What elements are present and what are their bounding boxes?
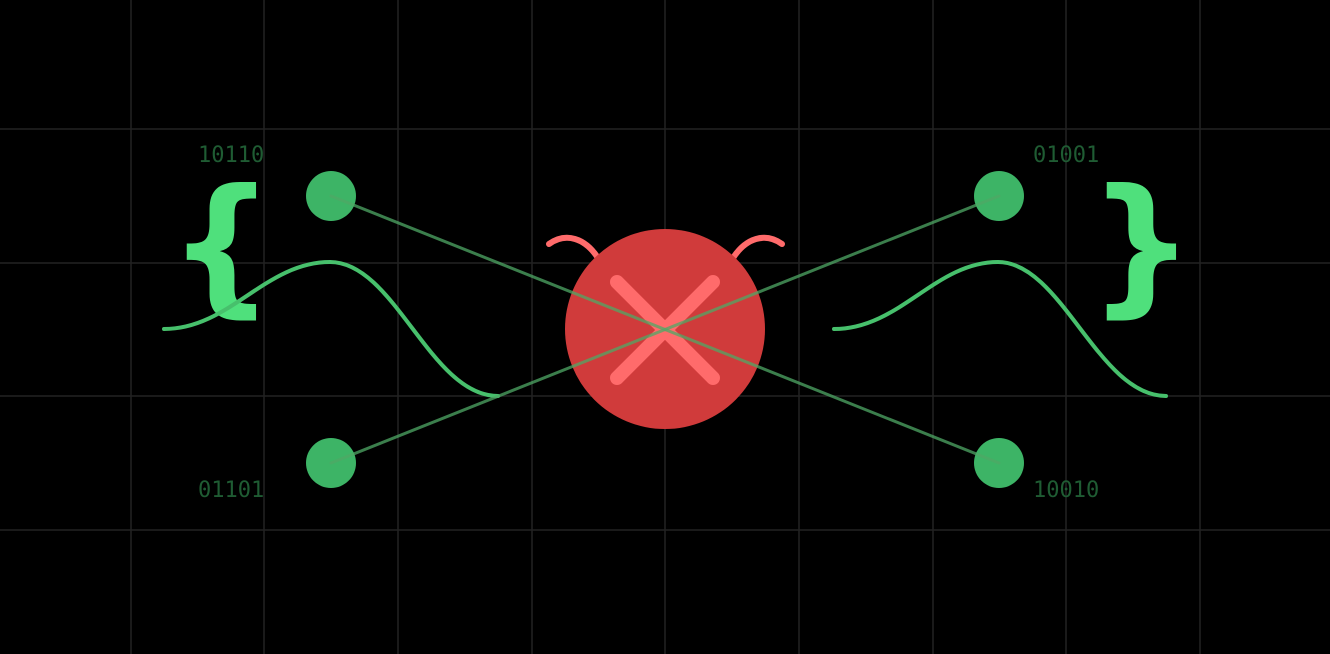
right-brace: }: [1088, 158, 1195, 332]
network-links: [329, 194, 1001, 465]
binary-label-top-right: 01001: [1033, 143, 1099, 168]
link-top-right-to-bottom-left: [329, 194, 1001, 465]
right-wave: [832, 259, 1168, 398]
bug-right-antenna: [730, 234, 785, 261]
binary-label-bottom-right: 10010: [1033, 478, 1099, 503]
binary-label-bottom-left: 01101: [198, 478, 264, 503]
binary-label-top-left: 10110: [198, 143, 264, 168]
left-brace: {: [168, 158, 275, 332]
left-wave: [162, 259, 500, 398]
bug-left-antenna: [546, 234, 601, 261]
